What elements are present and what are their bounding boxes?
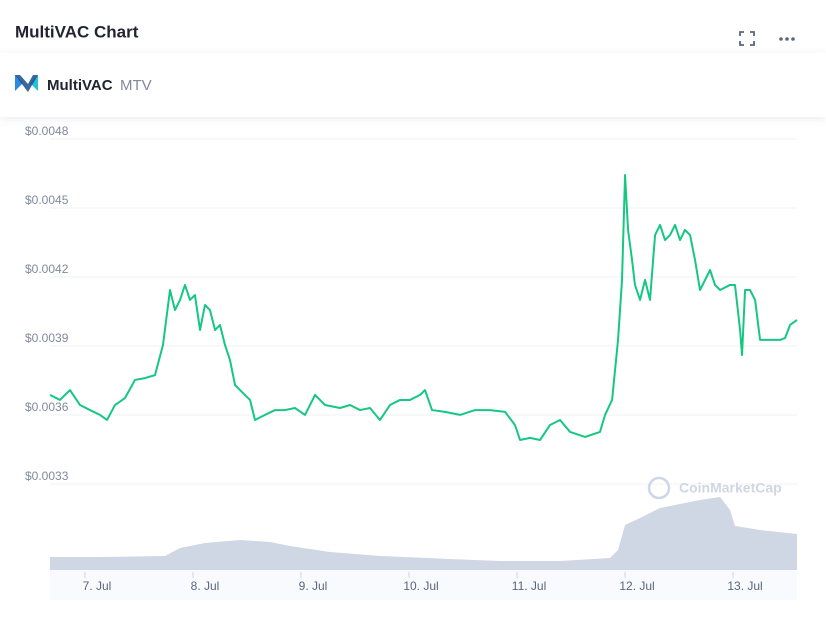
y-tick-label: $0.0042 <box>25 262 69 276</box>
volume-area <box>50 497 797 570</box>
watermark-text: CoinMarketCap <box>679 480 782 496</box>
y-tick-label: $0.0045 <box>25 193 69 207</box>
coin-name: MultiVAC <box>47 77 113 94</box>
y-tick-label: $0.0036 <box>25 400 69 414</box>
fullscreen-icon[interactable] <box>739 31 755 46</box>
more-icon[interactable] <box>779 37 795 41</box>
coin-symbol: MTV <box>120 77 152 94</box>
coin-logo <box>15 75 38 92</box>
y-tick-label: $0.0048 <box>25 124 69 138</box>
x-tick-label: 12. Jul <box>619 579 654 593</box>
y-tick-label: $0.0039 <box>25 331 69 345</box>
price-line <box>49 174 798 441</box>
x-tick-label: 10. Jul <box>403 579 438 593</box>
x-tick-label: 9. Jul <box>299 579 328 593</box>
x-tick-label: 11. Jul <box>512 579 546 593</box>
y-tick-label: $0.0033 <box>25 469 69 483</box>
chart-title: MultiVAC Chart <box>15 22 139 41</box>
x-tick-label: 13. Jul <box>727 579 762 593</box>
coin-header <box>0 53 826 117</box>
x-axis-band <box>50 570 797 600</box>
watermark: CoinMarketCap <box>647 476 782 500</box>
x-tick-label: 7. Jul <box>83 579 112 593</box>
x-tick-label: 8. Jul <box>191 579 220 593</box>
